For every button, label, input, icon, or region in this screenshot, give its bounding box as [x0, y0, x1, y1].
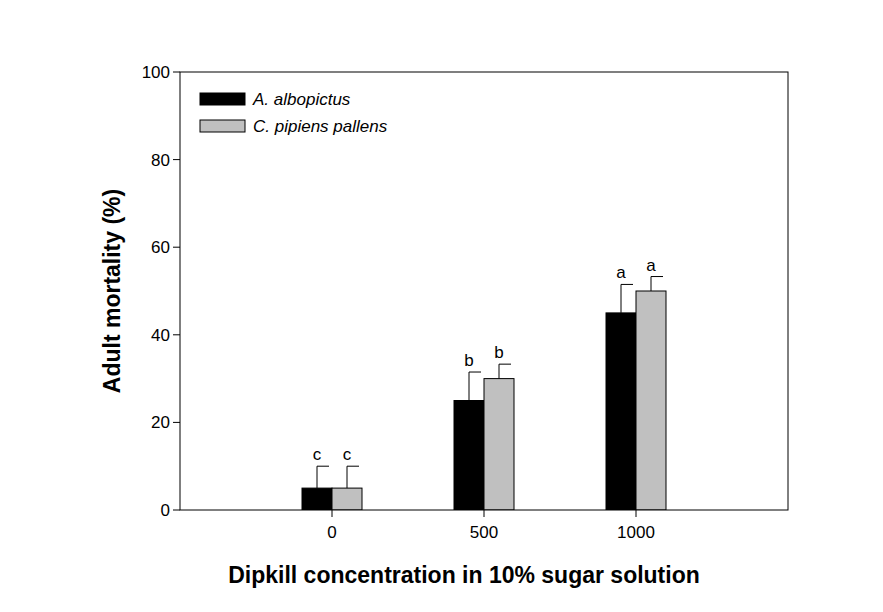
bar — [454, 401, 484, 511]
y-tick-label: 100 — [142, 63, 170, 82]
significance-letter: a — [646, 256, 656, 275]
y-tick-label: 80 — [151, 151, 170, 170]
bar — [332, 488, 362, 510]
y-tick — [173, 159, 180, 160]
x-tick-label: 500 — [470, 523, 498, 542]
x-tick — [484, 510, 485, 517]
y-tick — [173, 247, 180, 248]
y-axis-label: Adult mortality (%) — [99, 189, 125, 393]
y-tick-label: 40 — [151, 326, 170, 345]
x-tick — [636, 510, 637, 517]
x-tick — [332, 510, 333, 517]
x-axis-label: Dipkill concentration in 10% sugar solut… — [228, 562, 700, 588]
bars — [302, 277, 666, 510]
legend-label: A. albopictus — [252, 90, 351, 109]
legend-swatch — [200, 120, 245, 132]
plot-frame — [180, 72, 788, 510]
error-bar — [347, 466, 359, 488]
significance-letter: c — [343, 445, 352, 464]
bar — [636, 291, 666, 510]
error-bar — [499, 364, 511, 378]
error-bar — [469, 372, 481, 400]
chart: cbacba02040608010005001000Dipkill concen… — [0, 0, 883, 612]
bar — [302, 488, 332, 510]
significance-letter: c — [313, 445, 322, 464]
y-tick-label: 20 — [151, 413, 170, 432]
error-bar — [651, 277, 663, 291]
y-tick — [173, 334, 180, 335]
bar — [606, 313, 636, 510]
x-tick-label: 1000 — [617, 523, 655, 542]
legend: A. albopictus C. pipiens pallens — [200, 90, 388, 136]
significance-letter: b — [494, 343, 503, 362]
y-tick — [173, 422, 180, 423]
y-tick — [173, 72, 180, 73]
legend-label: C. pipiens pallens — [253, 117, 388, 136]
x-tick-label: 0 — [327, 523, 336, 542]
error-bar — [621, 284, 633, 312]
bar — [484, 379, 514, 510]
error-bar — [317, 466, 329, 488]
y-tick-label: 60 — [151, 238, 170, 257]
significance-letter: b — [464, 351, 473, 370]
y-tick — [173, 510, 180, 511]
legend-swatch — [200, 93, 245, 105]
y-tick-label: 0 — [161, 501, 170, 520]
significance-letter: a — [616, 263, 626, 282]
